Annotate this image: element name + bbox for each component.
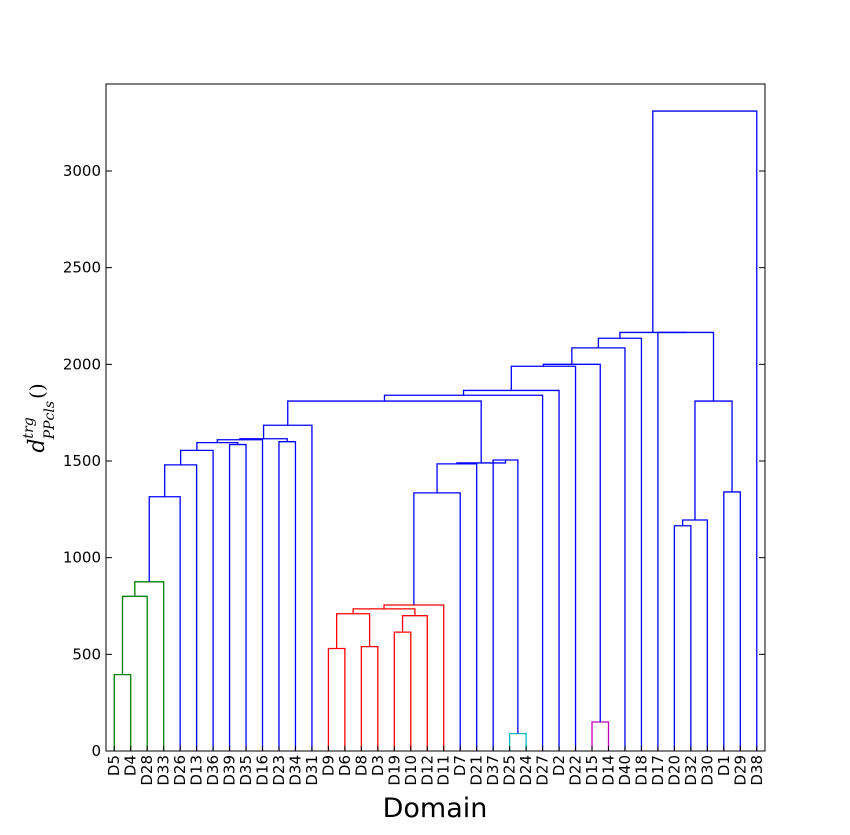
y-tick-label-0: 0 bbox=[91, 742, 101, 760]
leaf-label-D27: D27 bbox=[534, 755, 552, 786]
leaf-label-D11: D11 bbox=[435, 755, 453, 786]
leaf-label-D15: D15 bbox=[583, 755, 601, 786]
leaf-label-D40: D40 bbox=[616, 755, 634, 786]
leaf-label-D36: D36 bbox=[204, 755, 222, 786]
merge-link-m31-m36 bbox=[619, 331, 686, 339]
y-axis-label-base: d bbox=[25, 439, 50, 453]
leaf-label-D33: D33 bbox=[155, 755, 173, 786]
plot-frame bbox=[105, 83, 766, 752]
leaf-label-D30: D30 bbox=[698, 755, 716, 786]
y-tick-label-2000: 2000 bbox=[63, 355, 101, 373]
leaf-label-D34: D34 bbox=[286, 755, 304, 786]
leaf-label-D23: D23 bbox=[270, 755, 288, 786]
y-tick-label-1000: 1000 bbox=[63, 549, 101, 567]
merge-link-D37-m21 bbox=[492, 459, 519, 751]
leaf-label-D3: D3 bbox=[369, 755, 387, 776]
leaf-label-D16: D16 bbox=[254, 755, 272, 786]
leaf-label-D13: D13 bbox=[188, 755, 206, 786]
leaf-label-D26: D26 bbox=[171, 755, 189, 786]
merge-link-D39-D35 bbox=[228, 443, 247, 751]
x-axis-label: Domain bbox=[383, 793, 488, 824]
leaf-label-D28: D28 bbox=[138, 755, 156, 786]
y-axis-label-sub: PPcls bbox=[42, 401, 58, 440]
leaf-label-D9: D9 bbox=[319, 755, 337, 776]
x-axis-leaf-labels: D5D4D28D33D26D13D36D39D35D16D23D34D31D9D… bbox=[105, 746, 766, 786]
leaf-label-D12: D12 bbox=[418, 755, 436, 786]
leaf-label-D17: D17 bbox=[649, 755, 667, 786]
merge-link-m32-D30 bbox=[681, 519, 708, 751]
leaf-label-D1: D1 bbox=[715, 755, 733, 776]
merge-link-m33-m34 bbox=[694, 400, 733, 520]
leaf-label-D10: D10 bbox=[402, 755, 420, 786]
leaf-label-D29: D29 bbox=[731, 755, 749, 786]
leaf-label-D25: D25 bbox=[501, 755, 519, 786]
y-tick-label-1500: 1500 bbox=[63, 452, 101, 470]
dendrogram-links bbox=[113, 110, 758, 751]
leaf-label-D19: D19 bbox=[385, 755, 403, 786]
y-axis: 0 500 1000 1500 2000 2500 3000 bbox=[63, 162, 765, 760]
merge-link-D20-D32 bbox=[673, 525, 692, 751]
leaf-label-D39: D39 bbox=[221, 755, 239, 786]
merge-link-m4-D36 bbox=[180, 449, 214, 751]
leaf-label-D31: D31 bbox=[303, 755, 321, 786]
merge-link-m15-D12 bbox=[401, 615, 428, 751]
leaf-label-D8: D8 bbox=[352, 755, 370, 776]
merge-link-m8-m9 bbox=[239, 438, 288, 442]
merge-link-m3-D13 bbox=[164, 464, 198, 751]
leaf-label-D4: D4 bbox=[122, 755, 140, 776]
leaf-label-D2: D2 bbox=[550, 755, 568, 776]
leaf-label-D6: D6 bbox=[336, 755, 354, 776]
leaf-label-D20: D20 bbox=[665, 755, 683, 786]
leaf-label-D21: D21 bbox=[468, 755, 486, 786]
y-axis-label-sup: trg bbox=[21, 417, 37, 438]
y-axis-label: dtrg PPcls () bbox=[21, 383, 58, 452]
leaf-label-D7: D7 bbox=[451, 755, 469, 776]
merge-link-m24-D27 bbox=[383, 394, 544, 751]
leaf-label-D5: D5 bbox=[105, 755, 123, 776]
merge-link-m26-D22 bbox=[510, 365, 577, 751]
plot-area bbox=[106, 84, 765, 751]
leaf-label-D32: D32 bbox=[682, 755, 700, 786]
y-axis-label-suffix: () bbox=[25, 383, 49, 399]
merge-link-m37-D38 bbox=[652, 110, 758, 751]
y-tick-label-3000: 3000 bbox=[63, 162, 101, 180]
merge-link-m11-m23 bbox=[287, 400, 482, 463]
merge-link-m2-D26 bbox=[148, 496, 181, 751]
merge-link-D23-D34 bbox=[278, 441, 297, 751]
y-tick-label-2500: 2500 bbox=[63, 259, 101, 277]
leaf-label-D37: D37 bbox=[484, 755, 502, 786]
y-tick-label-500: 500 bbox=[72, 645, 101, 663]
leaf-label-D38: D38 bbox=[748, 755, 766, 786]
leaf-label-D24: D24 bbox=[517, 755, 535, 786]
leaf-label-D35: D35 bbox=[237, 755, 255, 786]
leaf-label-D22: D22 bbox=[567, 755, 585, 786]
leaf-label-D14: D14 bbox=[599, 755, 617, 786]
leaf-label-D18: D18 bbox=[632, 755, 650, 786]
